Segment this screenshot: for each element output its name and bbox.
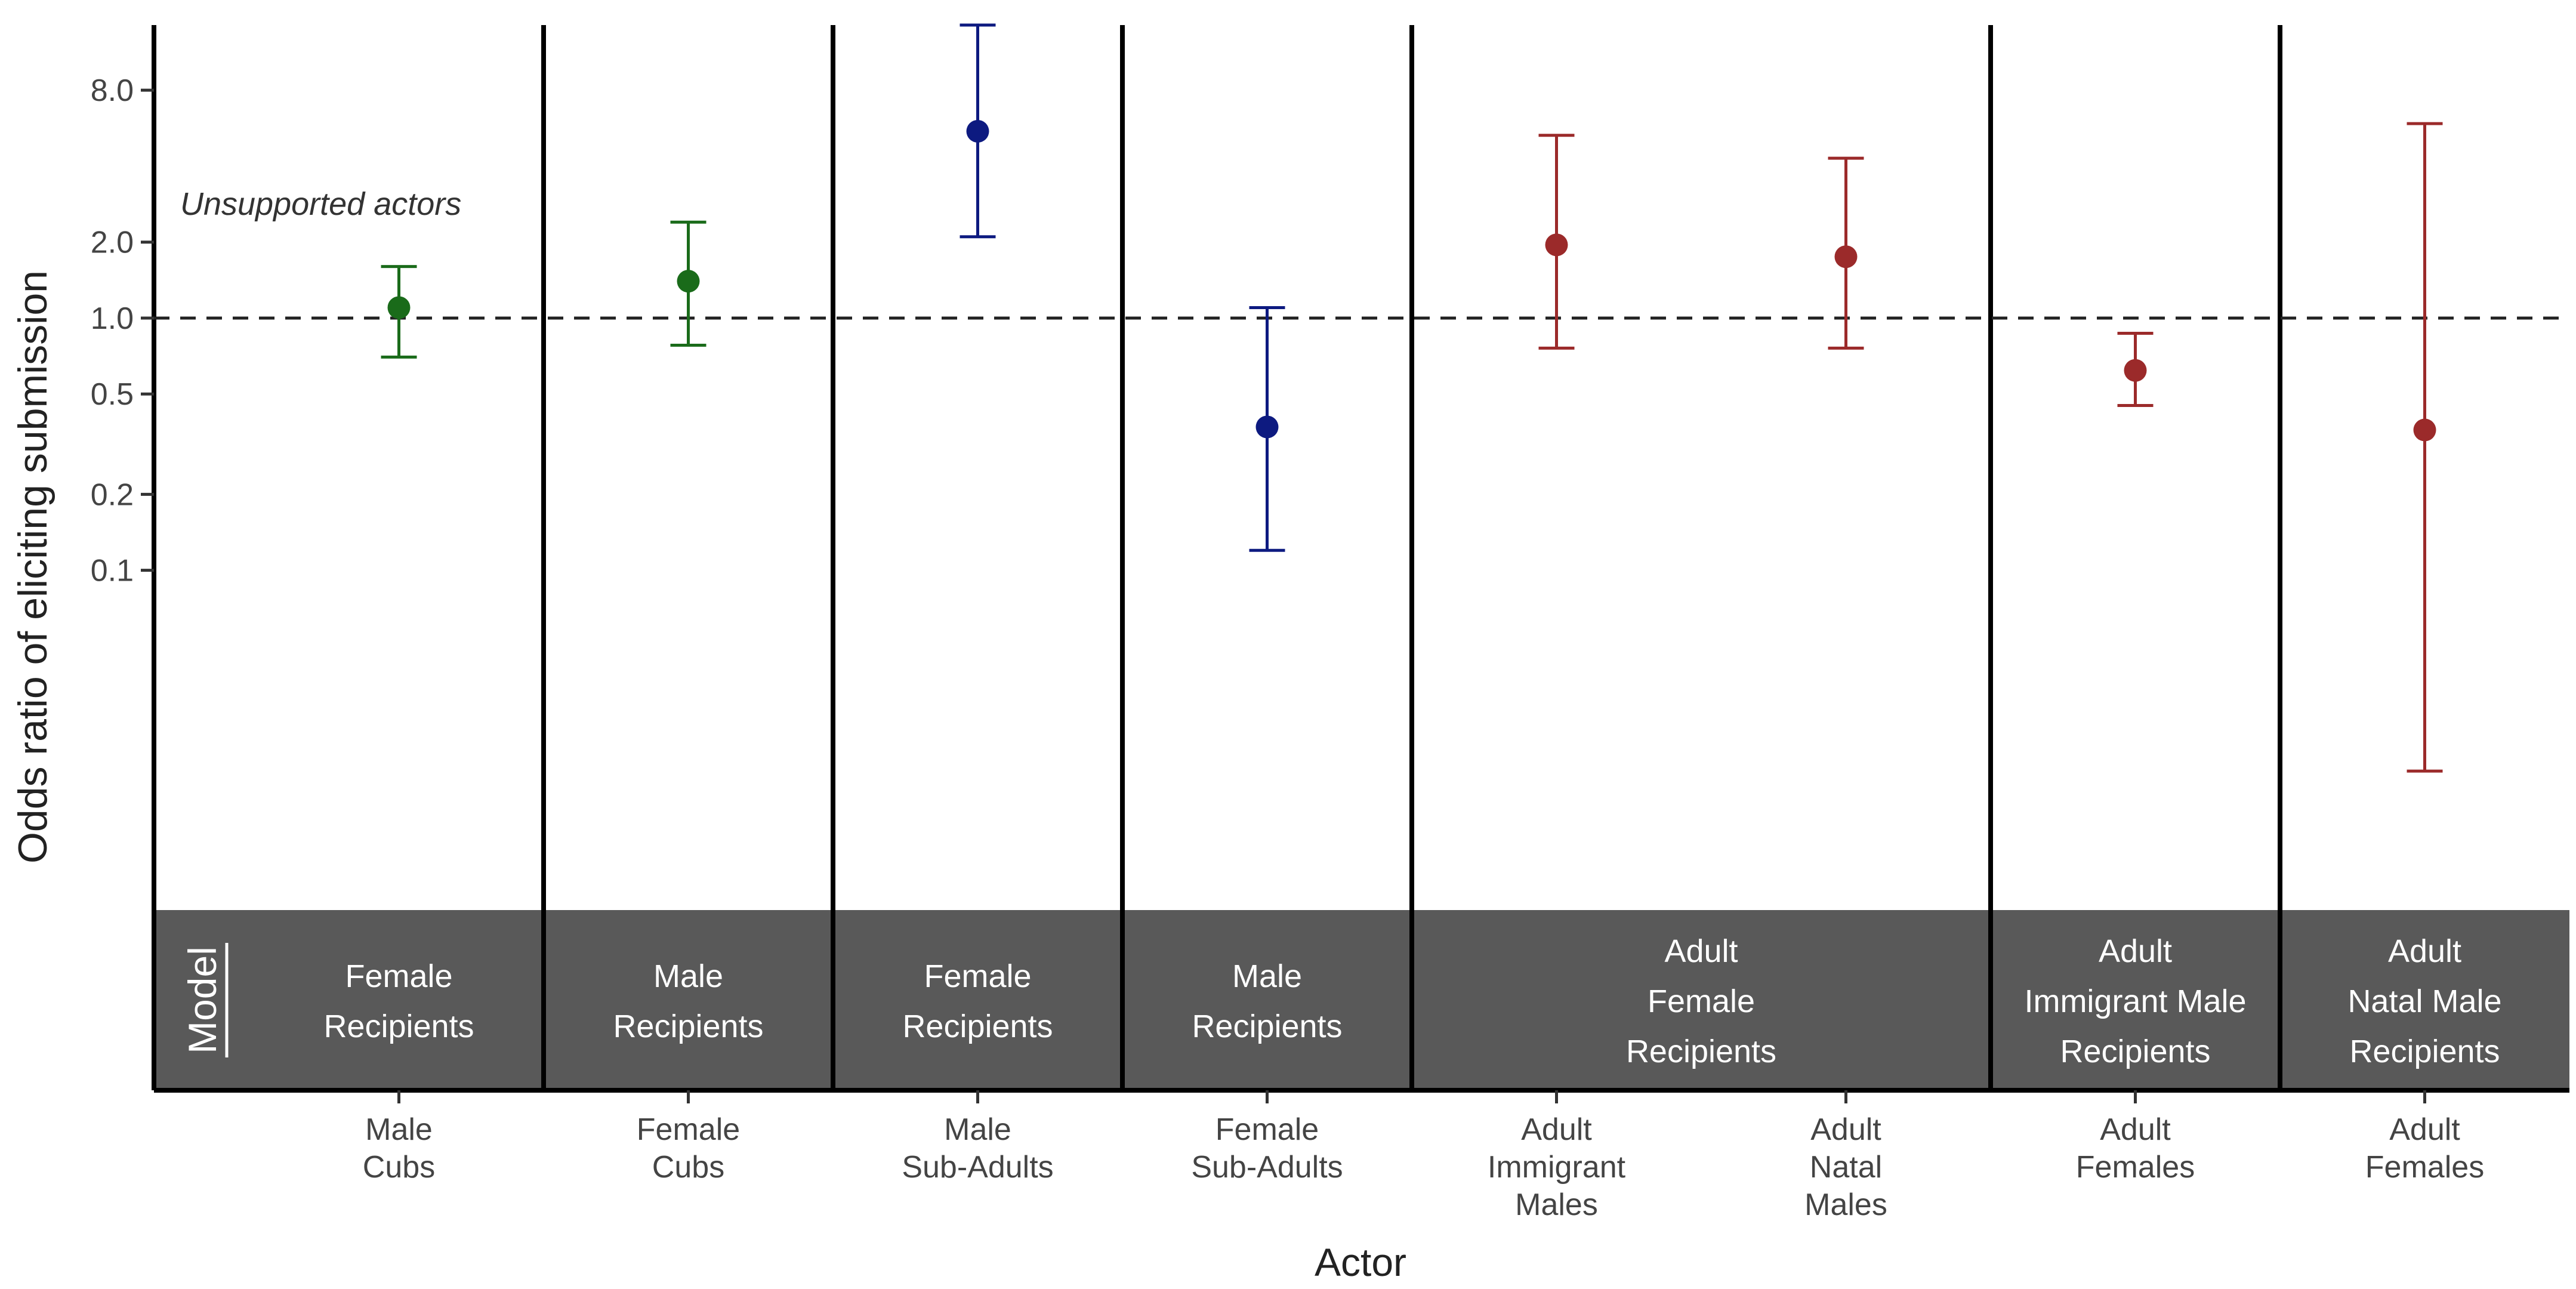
- x-tick-label: Immigrant: [1488, 1150, 1626, 1185]
- x-tick-label: Adult: [2389, 1112, 2460, 1147]
- x-tick-label: Sub-Adults: [1191, 1150, 1343, 1185]
- panel-label: Adult: [2388, 933, 2461, 969]
- data-point: [1545, 233, 1568, 257]
- panel-label: Recipients: [1626, 1034, 1776, 1069]
- panel-label: Female: [924, 958, 1031, 994]
- text-labels: Odds ratio of eliciting submission Actor…: [10, 186, 1406, 1284]
- x-tick-label: Cubs: [363, 1150, 435, 1185]
- panel-label: Recipients: [2060, 1034, 2210, 1069]
- x-tick-label: Male: [365, 1112, 433, 1147]
- x-tick-label: Female: [1215, 1112, 1319, 1147]
- y-tick-label: 8.0: [91, 73, 134, 108]
- x-tick-label: Males: [1804, 1188, 1887, 1222]
- y-axis-label: Odds ratio of eliciting submission: [10, 270, 55, 864]
- data-point: [1255, 415, 1279, 439]
- panel-dividers: [541, 25, 2282, 1090]
- x-tick-label: Sub-Adults: [902, 1150, 1053, 1185]
- panel-label: Recipients: [323, 1009, 474, 1044]
- panel-label: Recipients: [2349, 1034, 2500, 1069]
- axes: 0.1 0.2 0.5 1.0 2.0 8.0: [91, 25, 2569, 1093]
- data-point: [966, 119, 989, 143]
- x-tick-label: Females: [2076, 1150, 2195, 1185]
- panel-label: Recipients: [902, 1009, 1053, 1044]
- panel-label: Adult: [2099, 933, 2172, 969]
- y-tick-label: 0.5: [91, 377, 134, 412]
- panel-label: Male: [653, 958, 723, 994]
- model-label: Model: [180, 946, 224, 1054]
- y-tick-label: 0.1: [91, 554, 134, 588]
- x-tick-label: Cubs: [652, 1150, 724, 1185]
- y-tick-label: 0.2: [91, 477, 134, 512]
- unsupported-actors-annotation: Unsupported actors: [180, 186, 461, 222]
- x-tick-label: Adult: [2100, 1112, 2171, 1147]
- panel-label: Immigrant Male: [2024, 983, 2246, 1019]
- panel-label: Recipients: [613, 1009, 763, 1044]
- data-point: [1834, 245, 1858, 269]
- data-point: [677, 270, 700, 293]
- x-tick-label: Female: [637, 1112, 740, 1147]
- x-tick-label: Adult: [1521, 1112, 1592, 1147]
- panel-label: Female: [1648, 983, 1755, 1019]
- data-point: [2124, 359, 2147, 382]
- y-tick-label: 1.0: [91, 301, 134, 336]
- y-tick-label: 2.0: [91, 226, 134, 260]
- panel-label: Adult: [1664, 933, 1738, 969]
- data-marks: MaleCubsFemaleCubsMaleSub-AdultsFemaleSu…: [363, 23, 2484, 1222]
- panel-label: Male: [1232, 958, 1302, 994]
- strip-background: [154, 910, 2569, 1090]
- x-tick-label: Males: [1515, 1188, 1598, 1222]
- x-tick-label: Natal: [1810, 1150, 1882, 1185]
- x-tick-label: Male: [944, 1112, 1011, 1147]
- x-tick-label: Adult: [1810, 1112, 1881, 1147]
- panel-label: Female: [345, 958, 452, 994]
- model-strip: Female Recipients Male Recipients Female Reci…: [154, 910, 2569, 1090]
- panel-label: Recipients: [1192, 1009, 1342, 1044]
- x-tick-label: Females: [2365, 1150, 2484, 1185]
- data-point: [2413, 418, 2436, 442]
- data-point: [387, 296, 411, 319]
- x-axis-label: Actor: [1315, 1240, 1406, 1284]
- panel-label: Natal Male: [2347, 983, 2501, 1019]
